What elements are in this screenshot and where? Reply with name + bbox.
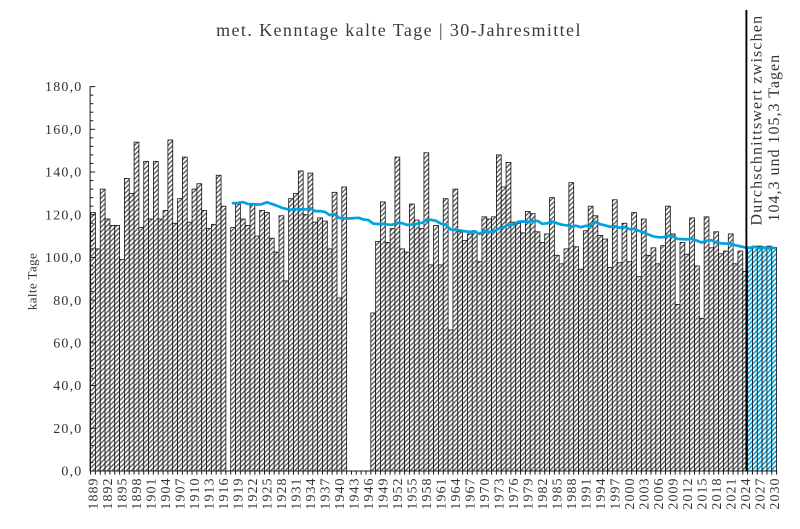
svg-text:1913: 1913	[203, 477, 218, 509]
svg-text:80,0: 80,0	[53, 294, 82, 309]
svg-text:1916: 1916	[217, 477, 232, 509]
svg-text:1973: 1973	[493, 477, 508, 509]
svg-text:1988: 1988	[565, 477, 580, 509]
svg-text:100,0: 100,0	[45, 251, 83, 266]
svg-text:1976: 1976	[507, 477, 522, 509]
svg-text:1898: 1898	[130, 477, 145, 509]
svg-text:1934: 1934	[304, 477, 319, 509]
svg-text:1946: 1946	[362, 477, 377, 509]
svg-text:1964: 1964	[449, 477, 464, 509]
svg-text:1961: 1961	[435, 477, 450, 509]
svg-text:1901: 1901	[145, 477, 160, 509]
svg-text:2027: 2027	[753, 477, 768, 509]
svg-text:1994: 1994	[594, 477, 609, 509]
svg-text:1955: 1955	[406, 477, 421, 509]
svg-text:140,0: 140,0	[45, 166, 83, 181]
svg-text:1925: 1925	[261, 477, 276, 509]
svg-text:1970: 1970	[478, 477, 493, 509]
svg-text:2030: 2030	[768, 477, 783, 509]
svg-text:20,0: 20,0	[53, 422, 82, 437]
svg-text:1997: 1997	[608, 477, 623, 509]
svg-text:2000: 2000	[623, 477, 638, 509]
svg-text:2015: 2015	[695, 477, 710, 509]
svg-text:2024: 2024	[739, 477, 754, 509]
svg-text:2006: 2006	[652, 477, 667, 509]
svg-text:1928: 1928	[275, 477, 290, 509]
svg-text:1940: 1940	[333, 477, 348, 509]
svg-text:2021: 2021	[724, 477, 739, 509]
svg-text:2003: 2003	[637, 477, 652, 509]
svg-text:1979: 1979	[522, 477, 537, 509]
svg-text:1910: 1910	[188, 477, 203, 509]
svg-text:1907: 1907	[174, 477, 189, 509]
svg-text:1967: 1967	[464, 477, 479, 509]
svg-text:1889: 1889	[87, 477, 102, 509]
svg-text:1904: 1904	[159, 477, 174, 509]
svg-text:2018: 2018	[710, 477, 725, 509]
svg-text:1943: 1943	[348, 477, 363, 509]
svg-text:1937: 1937	[319, 477, 334, 509]
svg-text:1991: 1991	[579, 477, 594, 509]
svg-text:1892: 1892	[101, 477, 116, 509]
svg-text:2009: 2009	[666, 477, 681, 509]
svg-text:1919: 1919	[232, 477, 247, 509]
svg-text:met. Kenntage kalte Tage | 30-: met. Kenntage kalte Tage | 30-Jahresmitt…	[216, 20, 582, 40]
svg-text:1922: 1922	[246, 477, 261, 509]
svg-text:1931: 1931	[290, 477, 305, 509]
svg-text:1949: 1949	[377, 477, 392, 509]
svg-text:kalte Tage: kalte Tage	[25, 253, 40, 310]
svg-text:1985: 1985	[550, 477, 565, 509]
svg-text:1958: 1958	[420, 477, 435, 509]
svg-text:40,0: 40,0	[53, 379, 82, 394]
svg-text:1895: 1895	[116, 477, 131, 509]
svg-text:160,0: 160,0	[45, 123, 83, 138]
svg-text:1982: 1982	[536, 477, 551, 509]
svg-text:104,3 und 105,3 Tagen: 104,3 und 105,3 Tagen	[766, 54, 783, 222]
svg-text:0,0: 0,0	[61, 465, 82, 480]
svg-text:180,0: 180,0	[45, 80, 83, 95]
svg-text:120,0: 120,0	[45, 208, 83, 223]
svg-text:Durchschnittswert zwischen: Durchschnittswert zwischen	[748, 15, 765, 226]
svg-text:2012: 2012	[681, 477, 696, 509]
svg-text:60,0: 60,0	[53, 337, 82, 352]
svg-text:1952: 1952	[391, 477, 406, 509]
